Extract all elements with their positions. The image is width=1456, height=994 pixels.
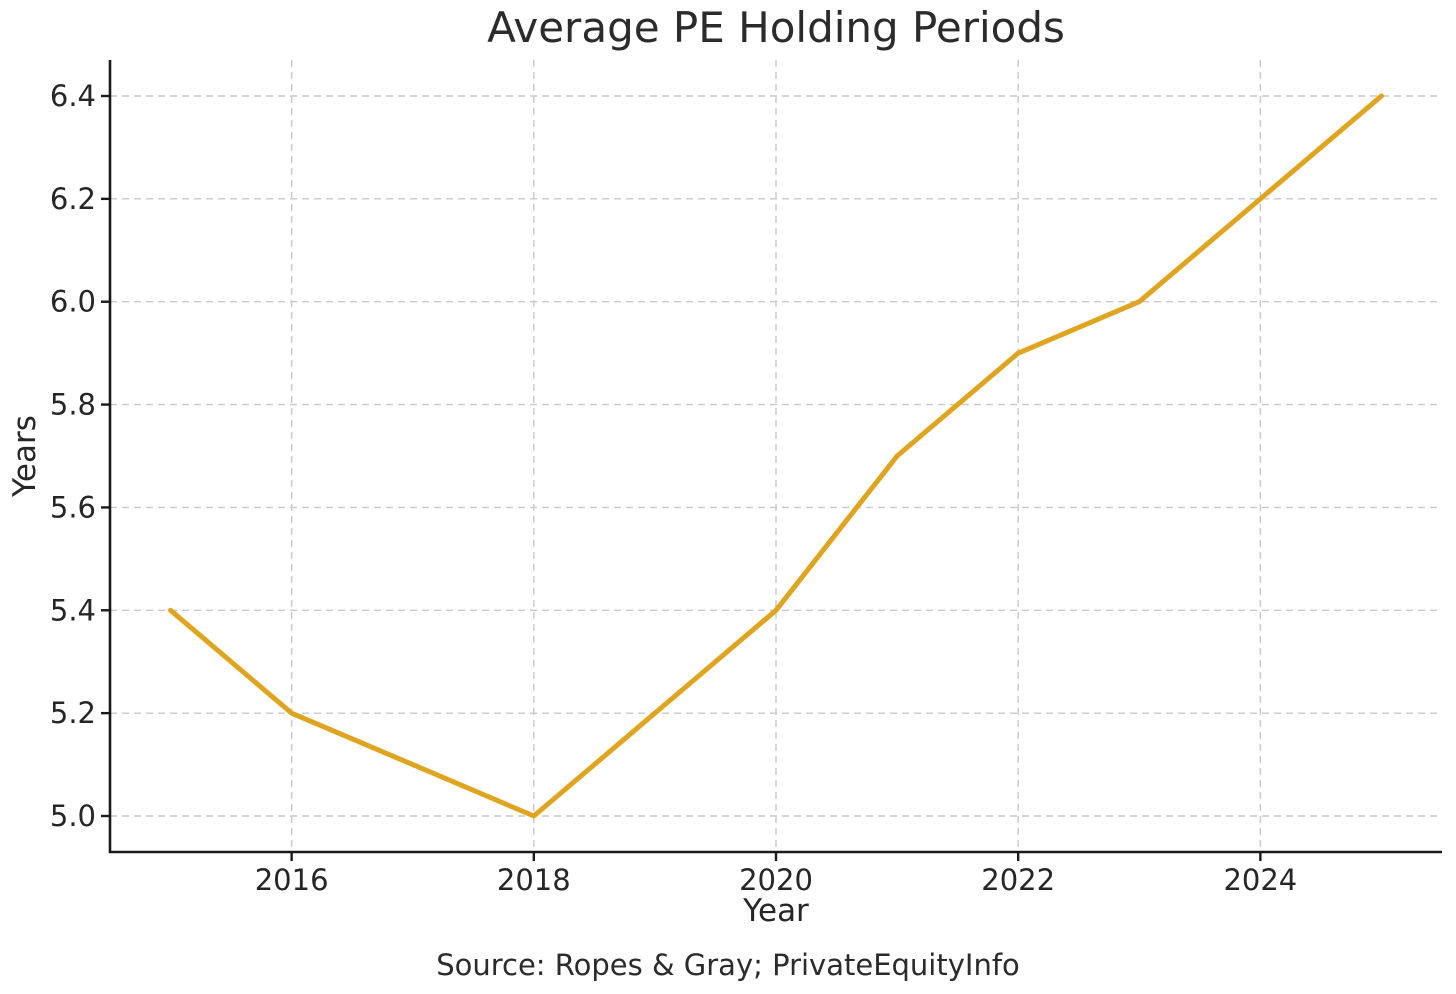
y-tick-label: 5.0 (50, 799, 96, 833)
y-tick-label: 6.2 (50, 182, 96, 216)
x-tick-label: 2018 (497, 863, 571, 897)
x-tick-label: 2016 (255, 863, 329, 897)
y-tick-label: 5.2 (50, 696, 96, 730)
y-tick-label: 5.4 (50, 593, 96, 627)
holding-period-line (168, 93, 1384, 819)
chart-title: Average PE Holding Periods (487, 3, 1065, 52)
y-tick-label: 5.6 (50, 490, 96, 524)
source-caption: Source: Ropes & Gray; PrivateEquityInfo (436, 948, 1020, 982)
y-tick-label: 6.0 (50, 285, 96, 319)
x-axis-label: Year (743, 893, 809, 929)
x-tick-label: 2020 (739, 863, 813, 897)
y-tick-label: 5.8 (50, 388, 96, 422)
y-tick-label: 6.4 (50, 79, 96, 113)
x-tick-label: 2024 (1223, 863, 1297, 897)
x-tick-label: 2022 (981, 863, 1055, 897)
